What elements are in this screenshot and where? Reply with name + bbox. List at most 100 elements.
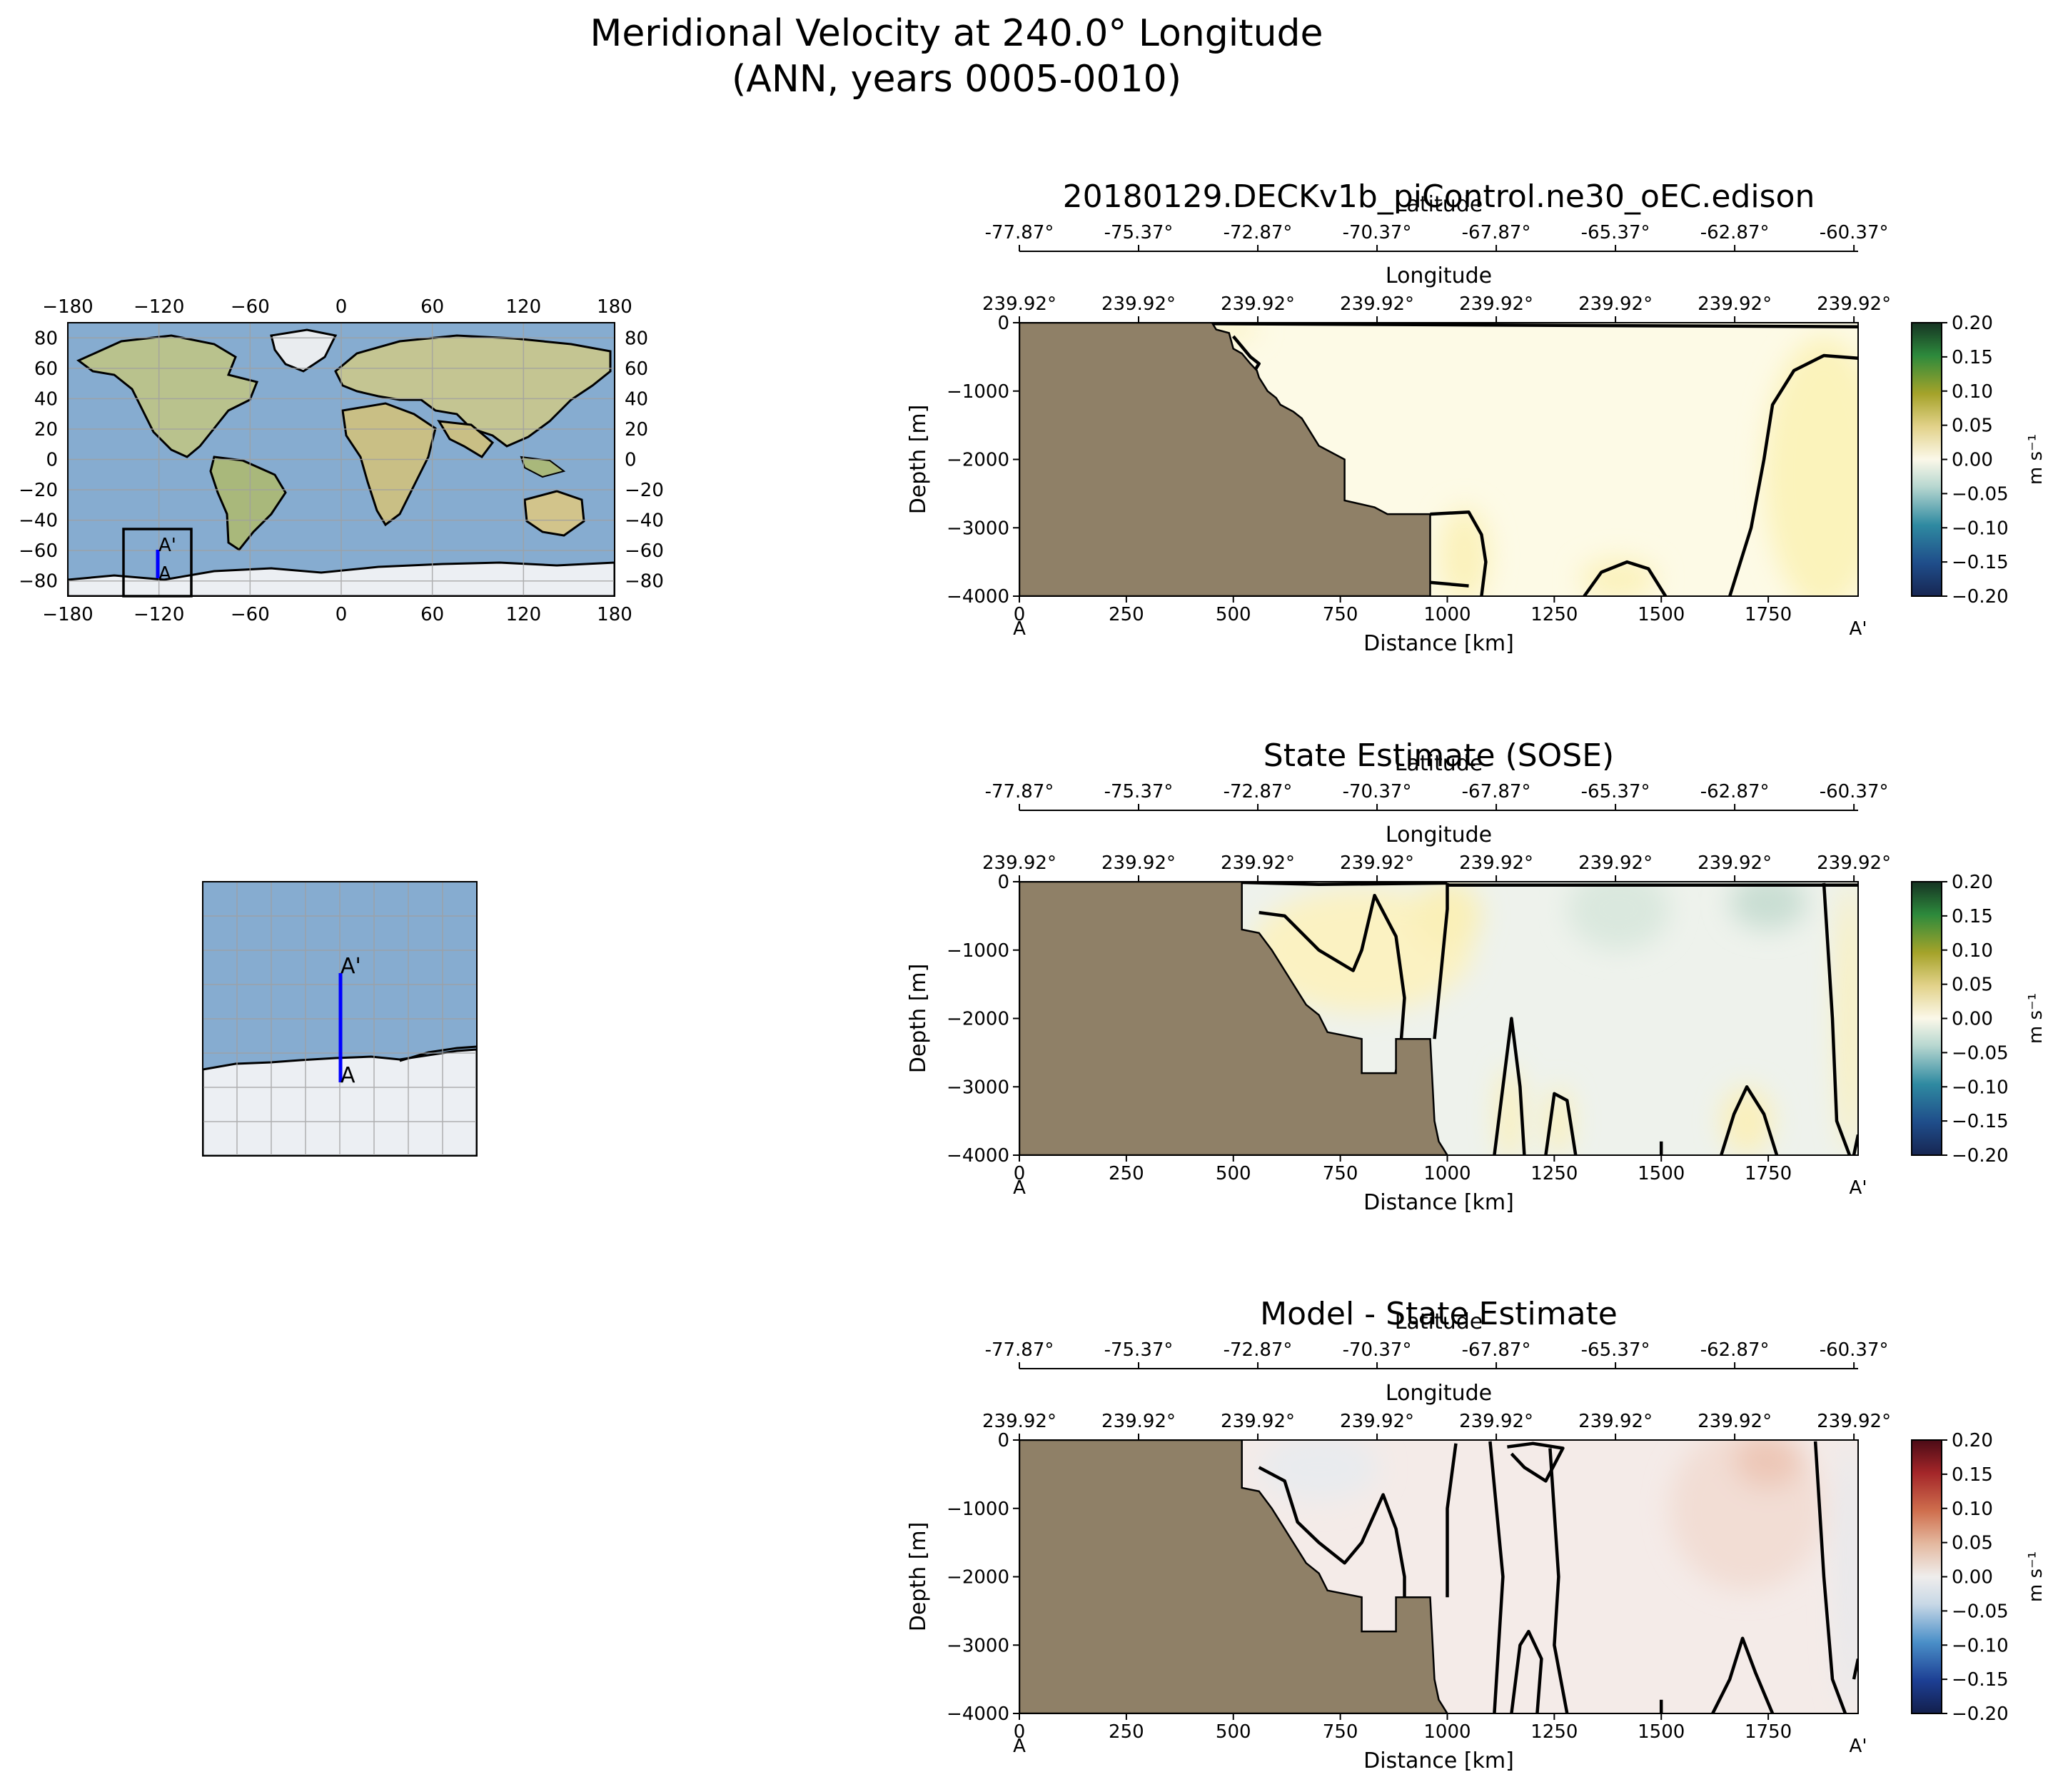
y-axis-label: Depth [m] (906, 1522, 931, 1632)
y-tick-label: −2000 (947, 1009, 1009, 1030)
map-land-south-america (209, 455, 287, 552)
x-tick-label: 1750 (1745, 1163, 1792, 1184)
map-top-tick-label: 0 (336, 296, 348, 318)
x-tick-label: 0 (1014, 1721, 1026, 1743)
section-end-label: A' (1850, 618, 1867, 640)
contour-line (1728, 353, 1858, 596)
map-right-tick-label: 40 (625, 388, 648, 410)
longitude-tick-label: 239.92° (1340, 852, 1414, 874)
map-left-tick-label: 80 (34, 328, 58, 349)
longitude-tick-label: 239.92° (1698, 852, 1772, 874)
latitude-tick-label: -75.37° (1104, 222, 1174, 243)
panel-title: 20180129.DECKv1b_piControl.ne30_oEC.edis… (1063, 178, 1815, 215)
field-patch (1764, 336, 1858, 596)
map-right-tick-label: 80 (625, 328, 648, 349)
x-tick-label: 0 (1014, 604, 1026, 625)
longitude-tick-label: 239.92° (1817, 1411, 1891, 1432)
field-patch (1837, 1440, 1858, 1713)
colorbar-tick-label: 0.15 (1952, 347, 1993, 368)
map-bottom-tick-label: −180 (42, 604, 93, 625)
colorbar-tick-label: −0.10 (1952, 1635, 2009, 1656)
latitude-tick-label: -77.87° (985, 781, 1054, 802)
zero-contours (1258, 1441, 1858, 1713)
latitude-tick-label: -62.87° (1700, 222, 1770, 243)
latitude-tick-label: -62.87° (1700, 781, 1770, 802)
colorbar-tick-label: −0.05 (1952, 1042, 2009, 1064)
latitude-tick-label: -60.37° (1820, 222, 1889, 243)
map-left-tick-label: 0 (46, 450, 58, 471)
panel-state-estimate: State Estimate (SOSE) 0 250 500 750 1000 1250 1… (906, 738, 2047, 1215)
contour-line (1813, 1441, 1847, 1713)
colorbar-label: m s⁻¹ (2025, 434, 2047, 485)
colorbar-tick-label: −0.20 (1952, 586, 2009, 608)
panel-title: Model - State Estimate (1260, 1296, 1618, 1332)
map-top-tick-label: 120 (506, 296, 542, 318)
map-top-tick-label: 180 (597, 296, 632, 318)
field-patch (1837, 882, 1858, 1155)
contour-line (1711, 1636, 1775, 1713)
contour-line (1493, 1017, 1526, 1155)
map-right-tick-label: −60 (625, 540, 664, 562)
contour-line (1258, 1466, 1406, 1632)
map-right-tick-label: −80 (625, 571, 664, 593)
latitude-axis-label: Latitude (1395, 1309, 1483, 1334)
colorbar-tick-label: 0.05 (1952, 975, 1993, 996)
longitude-tick-label: 239.92° (1101, 852, 1176, 874)
colorbar (1911, 1439, 1942, 1714)
contour-line (1241, 882, 1448, 887)
map-left-tick-label: 20 (34, 419, 58, 441)
colorbar-tick-label: 0.10 (1952, 381, 1993, 403)
map-land-greenland (270, 328, 338, 373)
latitude-tick-label: -70.37° (1343, 781, 1412, 802)
latitude-tick-label: -60.37° (1820, 781, 1889, 802)
x-tick-label: 1250 (1530, 1163, 1578, 1184)
latitude-tick-label: -72.87° (1224, 781, 1293, 802)
longitude-axis-label: Longitude (1386, 263, 1492, 288)
map-left-tick-label: −80 (19, 571, 58, 593)
contour-line (1544, 1092, 1578, 1155)
map-right-tick-label: 20 (625, 419, 648, 441)
y-tick-label: −1000 (947, 940, 1009, 962)
field-patch (1258, 1440, 1379, 1502)
longitude-tick-label: 239.92° (1698, 1411, 1772, 1432)
colorbar-tick-label: −0.05 (1952, 483, 2009, 505)
latitude-tick-label: -65.37° (1581, 781, 1650, 802)
longitude-tick-label: 239.92° (1817, 293, 1891, 315)
latitude-axis-label: Latitude (1395, 751, 1483, 776)
colorbar-tick-label: 0.15 (1952, 1464, 1993, 1486)
longitude-tick-label: 239.92° (982, 1411, 1056, 1432)
contour-line (1446, 1443, 1458, 1598)
contour-line (1433, 882, 1449, 1040)
x-tick-label: 0 (1014, 1163, 1026, 1184)
field-patch (1721, 1087, 1773, 1155)
map-bottom-tick-label: −60 (231, 604, 270, 625)
map-top-tick-label: −180 (42, 296, 93, 318)
latitude-tick-label: -75.37° (1104, 1339, 1174, 1361)
map-left-tick-label: 40 (34, 388, 58, 410)
colorbar (1911, 881, 1942, 1156)
y-tick-label: −3000 (947, 1077, 1009, 1098)
x-tick-label: 500 (1216, 1163, 1251, 1184)
colorbar-tick-label: 0.10 (1952, 940, 1993, 962)
colorbar-tick-label: 0.15 (1952, 906, 1993, 927)
colorbar-label: m s⁻¹ (2025, 993, 2047, 1044)
y-tick-label: −2000 (947, 1567, 1009, 1589)
field-patch (1580, 558, 1658, 596)
x-tick-label: 1250 (1530, 604, 1578, 625)
map-frame (67, 322, 615, 597)
longitude-tick-label: 239.92° (1459, 1411, 1533, 1432)
panel-plot-area (1019, 1440, 1858, 1713)
longitude-tick-label: 239.92° (1578, 852, 1653, 874)
section-end-label: A' (1850, 1177, 1867, 1199)
longitude-tick-label: 239.92° (1101, 293, 1176, 315)
map-right-tick-label: −20 (625, 480, 664, 501)
seafloor-land (1019, 323, 1431, 596)
panel-title: State Estimate (SOSE) (1263, 738, 1614, 774)
x-tick-label: 1500 (1638, 604, 1685, 625)
y-tick-label: −1000 (947, 381, 1009, 403)
longitude-tick-label: 239.92° (982, 852, 1056, 874)
contour-line (1822, 882, 1852, 1155)
longitude-tick-label: 239.92° (1459, 852, 1533, 874)
y-axis-label: Depth [m] (906, 964, 931, 1074)
map-left-tick-label: −60 (19, 540, 58, 562)
